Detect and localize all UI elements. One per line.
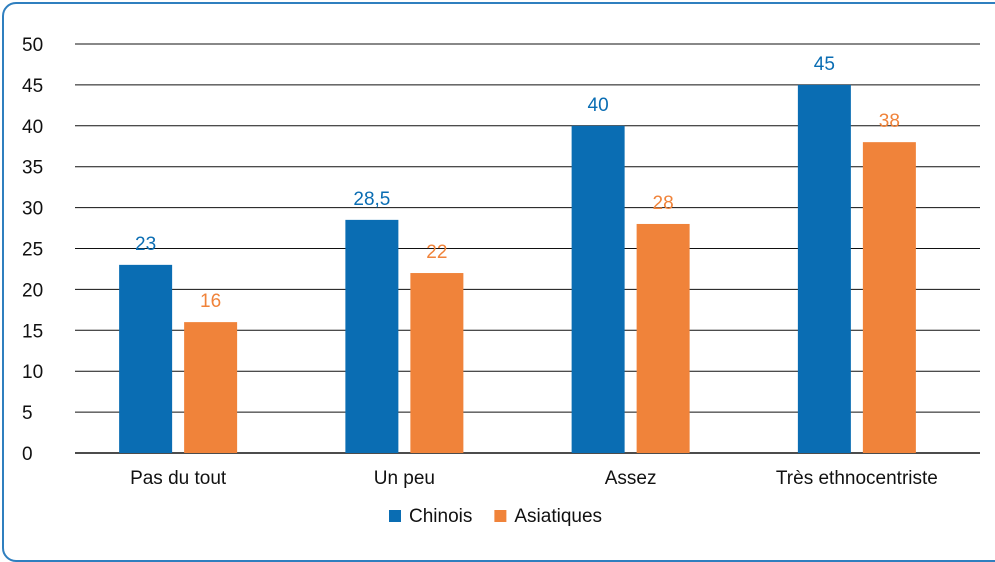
- y-tick-label: 15: [22, 321, 43, 342]
- y-tick-label: 40: [22, 117, 43, 138]
- x-tick-label: Assez: [605, 468, 657, 489]
- bar: [410, 273, 464, 453]
- y-tick-label: 5: [22, 403, 33, 424]
- data-label: 45: [814, 54, 835, 75]
- legend-swatch: [494, 510, 507, 522]
- data-label: 28,5: [353, 189, 390, 210]
- data-label: 38: [879, 111, 900, 132]
- data-labels: 23 28,5 40 45 16 22 28 38: [135, 54, 900, 312]
- bar-chart: 23 28,5 40 45 16 22 28 38 0 5 10 15 20 25 30 35 40 45 50 P…: [22, 35, 980, 527]
- axes: 0 5 10 15 20 25 30 35 40 45 50 Pas du tout Un peu Ass…: [22, 35, 938, 489]
- y-tick-label: 0: [22, 444, 33, 465]
- bar: [345, 219, 399, 453]
- legend: Chinois Asiatiques: [389, 506, 602, 527]
- x-tick-label: Un peu: [374, 468, 435, 489]
- data-label: 23: [135, 234, 156, 255]
- y-tick-label: 50: [22, 35, 43, 56]
- bar: [184, 322, 238, 453]
- bar: [571, 125, 625, 454]
- y-tick-label: 30: [22, 199, 43, 220]
- data-label: 40: [588, 95, 609, 116]
- bar: [862, 142, 916, 453]
- bar: [797, 84, 851, 454]
- bars: [119, 84, 916, 454]
- y-tick-label: 45: [22, 76, 43, 97]
- data-label: 22: [426, 242, 447, 263]
- x-tick-label: Très ethnocentriste: [776, 468, 938, 489]
- legend-label: Asiatiques: [514, 506, 602, 527]
- legend-swatch: [389, 510, 401, 522]
- y-tick-label: 25: [22, 240, 43, 261]
- legend-label: Chinois: [409, 506, 472, 527]
- data-label: 16: [200, 291, 221, 312]
- y-tick-label: 10: [22, 362, 43, 383]
- data-label: 28: [653, 193, 674, 214]
- bar: [636, 223, 690, 453]
- y-tick-label: 35: [22, 158, 43, 179]
- x-tick-label: Pas du tout: [130, 468, 227, 489]
- y-tick-label: 20: [22, 280, 43, 301]
- bar: [119, 264, 173, 453]
